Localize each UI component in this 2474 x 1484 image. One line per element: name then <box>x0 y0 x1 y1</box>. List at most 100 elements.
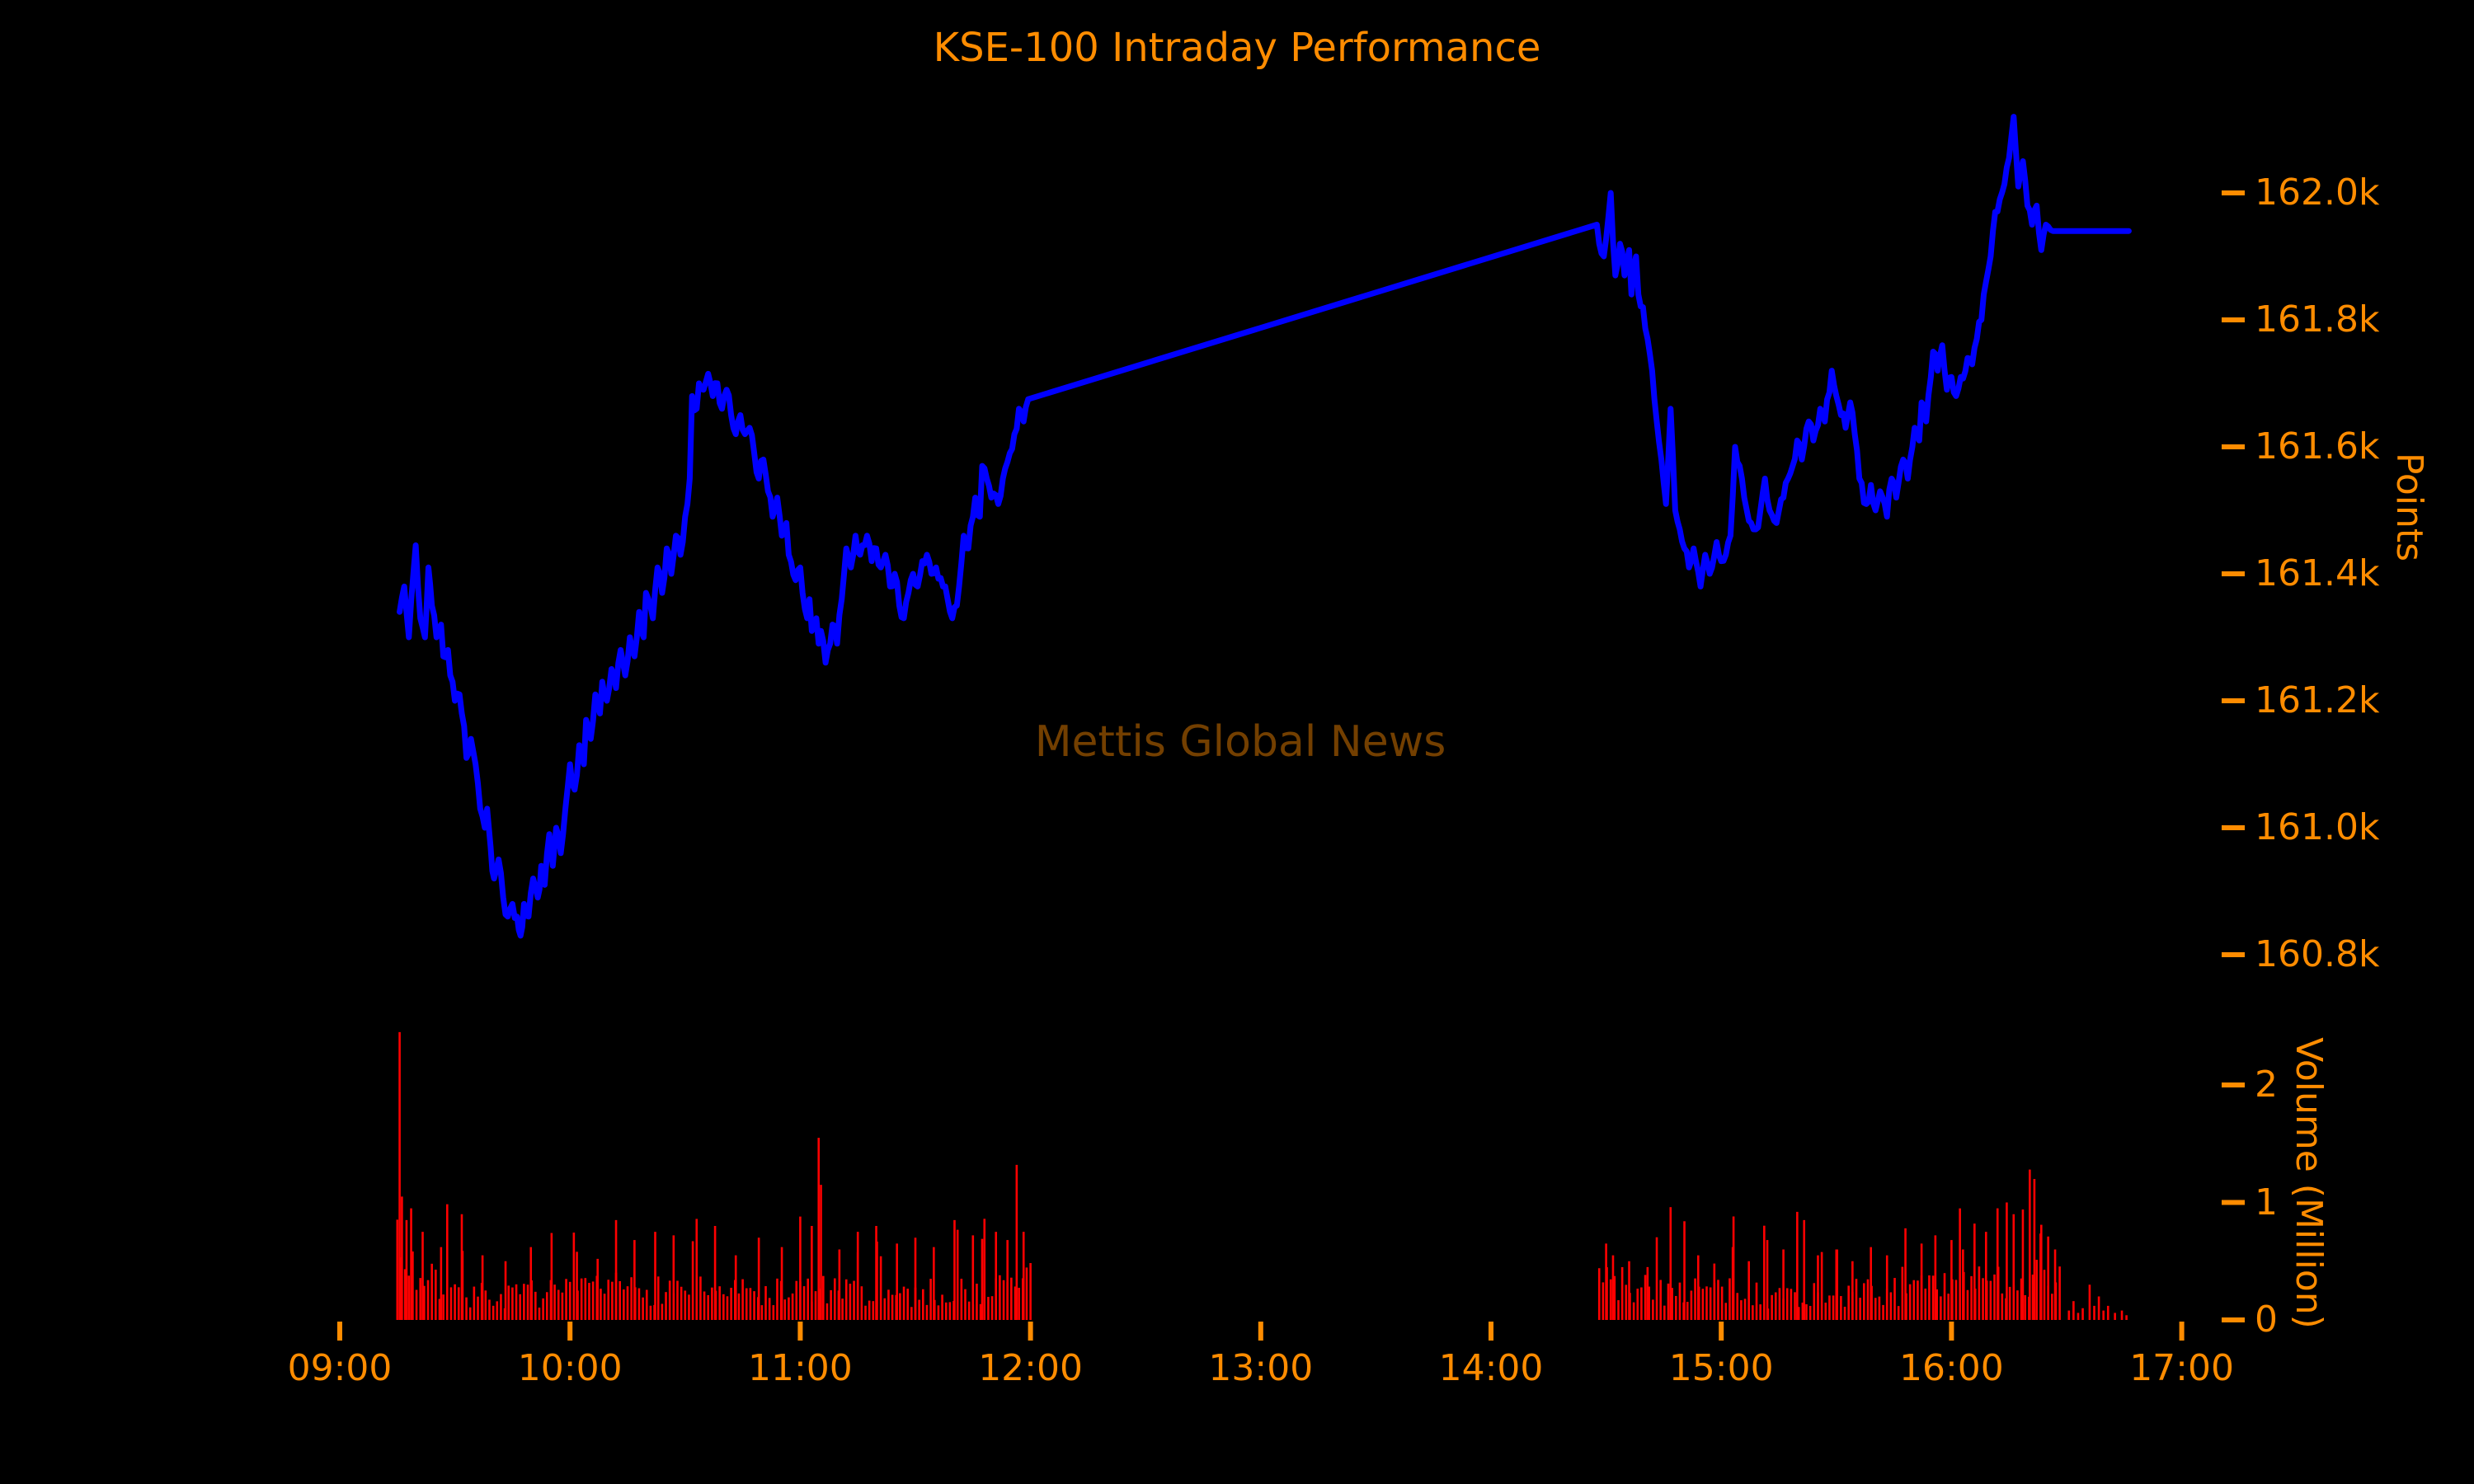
volume-bar <box>484 1290 487 1320</box>
volume-bar <box>661 1303 664 1320</box>
volume-spike-bar <box>1835 1249 1838 1320</box>
volume-spike-bar <box>933 1247 935 1320</box>
volume-bar <box>1755 1282 1758 1320</box>
volume-bar <box>1705 1286 1708 1320</box>
volume-spike-bar <box>1731 1247 1734 1320</box>
volume-bar <box>1667 1283 1670 1320</box>
volume-spike-bar <box>405 1219 408 1320</box>
volume-bar <box>802 1286 806 1320</box>
volume-spike-bar <box>440 1247 443 1320</box>
volume-bar <box>1652 1299 1654 1320</box>
volume-bar <box>711 1287 713 1320</box>
volume-spike-bar <box>1683 1221 1686 1320</box>
volume-spike-bar <box>1851 1261 1854 1320</box>
volume-bar <box>430 1263 433 1320</box>
volume-bar <box>883 1298 887 1320</box>
volume-bar <box>1855 1279 1858 1320</box>
volume-spike-bar <box>1885 1255 1888 1320</box>
volume-bar <box>1859 1298 1861 1320</box>
volume-spike-bar <box>757 1237 760 1320</box>
volume-bar <box>557 1289 560 1320</box>
volume-bar <box>665 1292 667 1320</box>
volume-bar <box>1774 1292 1777 1320</box>
volume-tail-bar <box>2125 1315 2128 1320</box>
volume-bar <box>419 1278 422 1320</box>
volume-bar <box>783 1299 787 1320</box>
volume-spike-bar <box>2012 1214 2015 1320</box>
volume-bar <box>822 1275 825 1320</box>
volume-bar <box>2016 1290 2019 1320</box>
volume-bar <box>607 1280 610 1320</box>
volume-bar <box>623 1289 625 1320</box>
watermark-text: Mettis Global News <box>1034 717 1446 767</box>
volume-bar <box>891 1294 894 1320</box>
volume-bar <box>630 1277 633 1320</box>
volume-bar <box>435 1270 437 1320</box>
volume-spike-bar <box>398 1031 401 1320</box>
volume-bar <box>1648 1286 1651 1320</box>
volume-bar <box>722 1294 725 1320</box>
volume-bar <box>1993 1274 1996 1320</box>
volume-bar <box>2031 1275 2034 1320</box>
volume-spike-bar <box>1984 1232 1987 1320</box>
volume-bar <box>776 1278 778 1320</box>
volume-spike-bar <box>576 1252 578 1320</box>
volume-bar <box>584 1278 587 1320</box>
volume-spike-bar <box>481 1255 484 1320</box>
volume-spike-bar <box>1817 1255 1819 1320</box>
volume-bar <box>1736 1293 1739 1320</box>
volume-bar <box>1805 1303 1808 1320</box>
volume-bar <box>990 1296 994 1320</box>
volume-bar <box>902 1286 905 1320</box>
volume-bar <box>1928 1275 1931 1320</box>
volume-bar <box>1617 1300 1620 1320</box>
volume-bar <box>768 1298 771 1320</box>
volume-bar <box>1959 1208 1961 1320</box>
volume-bar <box>2008 1286 2011 1320</box>
volume-bar <box>2001 1293 2004 1320</box>
volume-bar <box>999 1275 1001 1320</box>
volume-spike-bar <box>2021 1209 2025 1320</box>
volume-spike-bar <box>734 1255 737 1320</box>
volume-bar <box>626 1286 629 1320</box>
volume-tail-bar <box>2088 1284 2091 1320</box>
volume-bar <box>1801 1302 1804 1320</box>
volume-bar <box>2051 1294 2053 1320</box>
volume-spike-bar <box>817 1138 821 1320</box>
volume-bar <box>523 1284 525 1320</box>
volume-bar <box>1797 1307 1800 1320</box>
volume-bar <box>964 1289 967 1320</box>
volume-tail-bar <box>2097 1296 2100 1320</box>
volume-bar <box>507 1285 510 1320</box>
volume-bar <box>1752 1305 1754 1320</box>
volume-bar <box>572 1233 576 1320</box>
volume-bar <box>860 1286 863 1320</box>
volume-bar <box>449 1287 453 1320</box>
volume-bar <box>1840 1296 1842 1320</box>
price-tick-label: 162.0k <box>2255 171 2380 214</box>
volume-bar <box>668 1280 671 1320</box>
volume-bar <box>944 1302 948 1320</box>
x-tick-label: 15:00 <box>1668 1347 1774 1389</box>
volume-bar <box>967 1301 971 1320</box>
volume-bar <box>1882 1304 1884 1320</box>
volume-bar <box>403 1269 407 1320</box>
volume-spike-bar <box>2029 1169 2031 1320</box>
volume-bar <box>642 1297 644 1320</box>
volume-spike-bar <box>2033 1179 2036 1320</box>
volume-bar <box>1813 1283 1816 1320</box>
volume-bar <box>688 1294 690 1320</box>
volume-bar <box>899 1293 901 1320</box>
volume-bar <box>534 1291 537 1320</box>
volume-bar <box>412 1251 414 1320</box>
volume-bar <box>1720 1286 1724 1320</box>
volume-spike-bar <box>1920 1243 1923 1320</box>
volume-spike-bar <box>1962 1249 1964 1320</box>
volume-bar <box>1002 1280 1005 1320</box>
volume-spike-bar <box>1803 1219 1806 1320</box>
volume-bar <box>1686 1302 1689 1320</box>
volume-spike-bar <box>550 1233 553 1320</box>
volume-bar <box>561 1292 564 1320</box>
volume-bar <box>496 1301 499 1320</box>
